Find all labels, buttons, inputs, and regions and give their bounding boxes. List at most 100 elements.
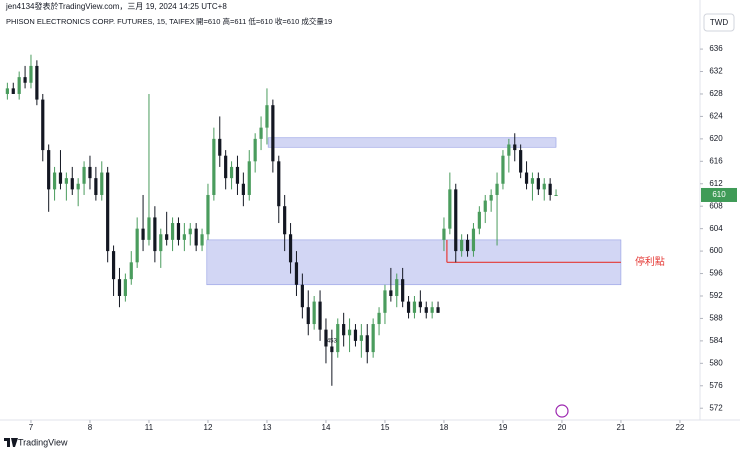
x-tick-label: 15 (381, 423, 390, 432)
currency: TWD (710, 18, 728, 27)
candle-body (47, 150, 51, 190)
candle-body (501, 155, 505, 184)
candle-body (277, 161, 281, 207)
candle-body (519, 150, 523, 173)
candle-body (147, 217, 151, 240)
candle-body (58, 172, 63, 184)
candle-body (206, 194, 210, 235)
candle-body (235, 166, 240, 184)
candle-body (483, 200, 487, 212)
candle-body (41, 99, 45, 151)
candle-body (489, 194, 493, 201)
y-tick-label: 636 (709, 44, 723, 53)
x-tick-label: 7 (29, 423, 34, 432)
candle-body (448, 189, 452, 229)
candle-body (406, 301, 411, 313)
y-tick-label: 592 (709, 291, 723, 300)
candle-body (342, 324, 346, 336)
candle-body (365, 335, 369, 353)
candle-body (306, 307, 310, 325)
candle-body (542, 183, 546, 190)
y-tick-label: 624 (709, 112, 723, 121)
y-tick-label: 632 (709, 67, 723, 76)
candle-body (5, 88, 9, 94)
candle-body (283, 206, 287, 235)
x-tick-label: 20 (557, 423, 566, 432)
candle-body (141, 228, 145, 240)
candle-body (324, 329, 328, 347)
y-tick-label: 576 (709, 381, 723, 390)
candle-body (294, 262, 299, 285)
candle-body (241, 183, 245, 195)
candle-body (17, 77, 21, 94)
candle-body (29, 65, 33, 83)
candle-body (64, 178, 68, 184)
candle-body (383, 290, 387, 313)
x-tick-label: 12 (204, 423, 213, 432)
event-icon[interactable] (555, 404, 569, 418)
attribution: jen4134發表於TradingView.com，三月 19, 2024 14… (5, 1, 227, 11)
candle-body (76, 183, 80, 190)
y-tick-label: 616 (709, 156, 723, 165)
last-price-label: 610 (712, 190, 726, 199)
candle-body (100, 172, 104, 195)
candle-body (347, 329, 352, 336)
candle-body (412, 301, 417, 313)
candle-body (495, 183, 499, 195)
candle-body (111, 251, 116, 280)
y-tick-label: 572 (709, 403, 723, 412)
candle-body (359, 335, 363, 341)
candle-body (318, 301, 322, 330)
candle-body (35, 65, 39, 100)
candle-body (442, 228, 446, 240)
x-tick-label: 21 (616, 423, 625, 432)
x-tick-label: 13 (263, 423, 272, 432)
currency-box (703, 13, 735, 32)
candle-body (253, 138, 257, 162)
y-tick-label: 596 (709, 269, 723, 278)
candle-body (123, 279, 127, 296)
candle-body (312, 301, 316, 325)
candle-body (23, 77, 27, 83)
candle-body (300, 284, 304, 308)
candle-body (165, 234, 169, 240)
stop-line-label: 停利點 (635, 255, 665, 268)
chart-title: PHISON ELECTRONICS CORP. FUTURES, 15, TA… (6, 17, 195, 26)
x-tick-label: 8 (88, 423, 93, 432)
candle-body (524, 172, 529, 184)
candle-body (430, 307, 434, 313)
candle-body (200, 234, 204, 246)
y-tick-label: 612 (709, 179, 723, 188)
y-tick-label: 588 (709, 314, 723, 323)
zone (267, 137, 557, 148)
candle-body (288, 234, 293, 263)
candle-body (477, 211, 481, 229)
candle-body (194, 228, 198, 246)
candle-body (229, 166, 234, 179)
candle-body (471, 228, 476, 252)
candle-body (371, 324, 375, 353)
candle-body (70, 178, 74, 190)
candle-body (88, 166, 92, 179)
y-tick-label: 600 (709, 246, 723, 255)
candle-body (188, 228, 192, 235)
last-price-box (701, 187, 737, 202)
candle-body (82, 166, 86, 184)
candle-body (336, 324, 340, 353)
x-tick-label: 22 (675, 423, 684, 432)
footer-logo: TradingView (18, 437, 68, 447)
candle-body (465, 239, 470, 252)
candle-body (418, 301, 422, 308)
x-tick-label: 18 (439, 423, 448, 432)
candle-body (460, 239, 464, 252)
candle-body (401, 279, 405, 302)
x-tick-label: 11 (145, 423, 154, 432)
candle-body (377, 312, 381, 325)
candle-body (436, 307, 440, 313)
logo-icon (4, 438, 18, 447)
candle-body (52, 172, 57, 190)
candle-body (424, 307, 428, 313)
y-tick-label: 608 (709, 201, 723, 210)
